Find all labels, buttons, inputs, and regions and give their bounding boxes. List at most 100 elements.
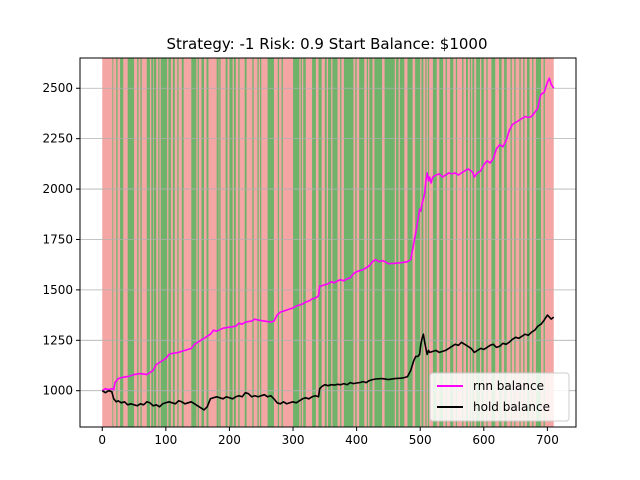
band-green	[252, 58, 254, 427]
band-green	[318, 58, 322, 427]
band-green	[425, 58, 427, 427]
band-green	[527, 58, 530, 427]
y-tick-label: 1250	[42, 333, 73, 347]
band-green	[112, 58, 114, 427]
band-green	[369, 58, 373, 427]
band-green	[510, 58, 512, 427]
band-green	[303, 58, 306, 427]
series-line-hold	[101, 314, 555, 411]
band-green	[359, 58, 365, 427]
band-green	[340, 58, 342, 427]
y-tick-label: 2250	[42, 132, 73, 146]
band-green	[201, 58, 204, 427]
band-green	[219, 58, 221, 427]
band-green	[191, 58, 197, 427]
band-green	[445, 58, 447, 427]
band-green	[407, 58, 413, 427]
y-tick-label: 1500	[42, 283, 73, 297]
band-green	[259, 58, 262, 427]
band-green	[523, 58, 525, 427]
legend: rnn balance hold balance	[429, 372, 570, 422]
band-green	[532, 58, 534, 427]
band-green	[432, 58, 437, 427]
legend-label-rnn: rnn balance	[473, 379, 544, 393]
band-green	[396, 58, 399, 427]
band-green	[293, 58, 300, 427]
x-tick-label: 500	[409, 433, 432, 447]
chart-title: Strategy: -1 Risk: 0.9 Start Balance: $1…	[166, 35, 487, 53]
band-green	[504, 58, 507, 427]
legend-label-hold: hold balance	[473, 400, 550, 414]
band-green	[177, 58, 179, 427]
band-green	[197, 58, 199, 427]
band-green	[181, 58, 184, 427]
band-green	[151, 58, 154, 427]
band-green	[238, 58, 240, 427]
band-green	[421, 58, 424, 427]
band-green	[374, 58, 383, 427]
band-green	[158, 58, 160, 427]
series-line-rnn	[101, 77, 555, 392]
band-green	[324, 58, 327, 427]
legend-box	[429, 372, 570, 422]
band-green	[366, 58, 369, 427]
band-green	[543, 58, 545, 427]
band-green	[450, 58, 454, 427]
band-green	[455, 58, 458, 427]
band-green	[519, 58, 521, 427]
band-green	[225, 58, 228, 427]
band-green	[168, 58, 171, 427]
band-green	[469, 58, 472, 427]
band-green	[535, 58, 542, 427]
band-green	[472, 58, 475, 427]
band-green	[116, 58, 118, 427]
y-tick-label: 2000	[42, 182, 73, 196]
band-green	[427, 58, 430, 427]
band-green	[439, 58, 444, 427]
x-tick-label: 700	[536, 433, 559, 447]
x-tick-label: 600	[472, 433, 495, 447]
band-green	[277, 58, 280, 427]
grid-lines	[80, 87, 576, 392]
band-green	[399, 58, 405, 427]
y-axis: 1000 1250 1500 1750 2000 2250 2500	[42, 81, 80, 398]
band-green	[244, 58, 247, 427]
x-axis: 0 100 200 300 400 500 600 700	[98, 427, 559, 447]
band-green	[257, 58, 259, 427]
band-green	[332, 58, 338, 427]
band-green	[514, 58, 516, 427]
x-tick-label: 300	[282, 433, 305, 447]
band-green	[462, 58, 464, 427]
band-green	[206, 58, 209, 427]
band-green	[267, 58, 274, 427]
band-green	[328, 58, 332, 427]
band-green	[140, 58, 142, 427]
band-green	[343, 58, 354, 427]
band-green	[300, 58, 302, 427]
y-tick-label: 1750	[42, 232, 73, 246]
band-green	[384, 58, 395, 427]
x-tick-label: 400	[345, 433, 368, 447]
band-green	[146, 58, 150, 427]
band-green	[137, 58, 139, 427]
band-green	[120, 58, 124, 427]
series-lines	[101, 77, 555, 411]
band-green	[216, 58, 219, 427]
band-green	[476, 58, 480, 427]
band-green	[160, 58, 168, 427]
band-green	[281, 58, 283, 427]
band-green	[233, 58, 236, 427]
band-green	[127, 58, 135, 427]
plot-frame	[79, 57, 577, 428]
band-green	[481, 58, 484, 427]
band-green	[229, 58, 233, 427]
band-green	[153, 58, 157, 427]
band-green	[491, 58, 496, 427]
band-green	[486, 58, 488, 427]
band-green	[355, 58, 357, 427]
x-tick-label: 100	[154, 433, 177, 447]
band-green	[172, 58, 175, 427]
band-green	[499, 58, 502, 427]
y-tick-label: 1000	[42, 384, 73, 398]
